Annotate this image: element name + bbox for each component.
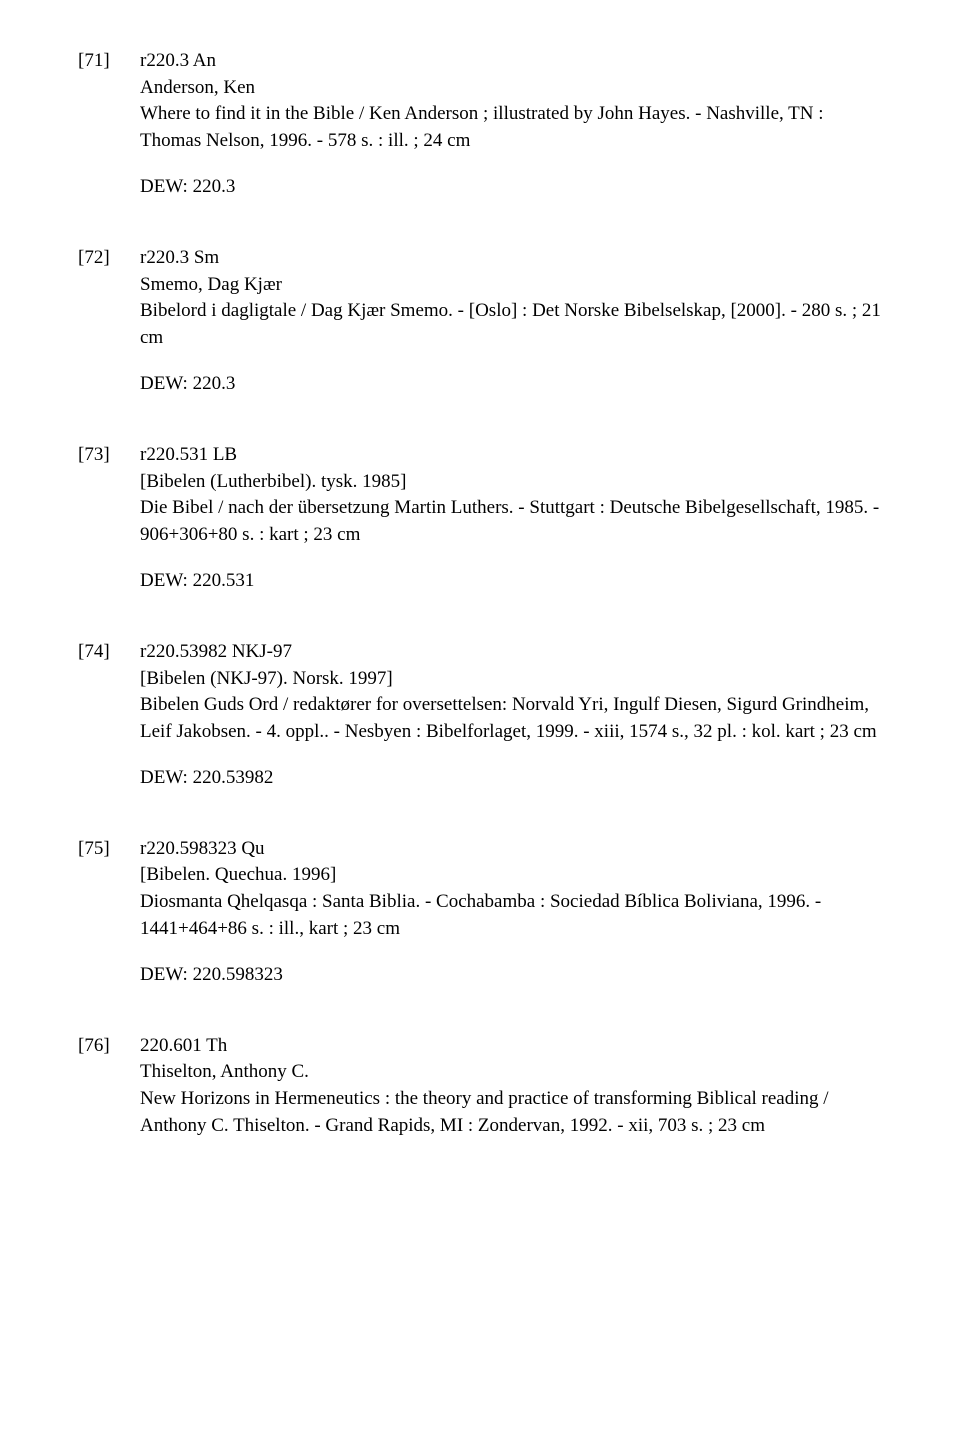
dewey-number: DEW: 220.3: [78, 174, 882, 201]
author: [Bibelen (NKJ-97). Norsk. 1997]: [78, 666, 882, 693]
bibliography-entry: [71]r220.3 AnAnderson, KenWhere to find …: [78, 48, 882, 201]
entry-number: [74]: [78, 639, 140, 666]
call-number: r220.598323 Qu: [140, 836, 882, 863]
title-description: Where to find it in the Bible / Ken Ande…: [78, 101, 882, 154]
title-description: Die Bibel / nach der übersetzung Martin …: [78, 495, 882, 548]
author: Anderson, Ken: [78, 75, 882, 102]
bibliography-entry: [73]r220.531 LB[Bibelen (Lutherbibel). t…: [78, 442, 882, 595]
author: [Bibelen (Lutherbibel). tysk. 1985]: [78, 469, 882, 496]
bibliography-entry: [74]r220.53982 NKJ-97[Bibelen (NKJ-97). …: [78, 639, 882, 792]
call-number: r220.53982 NKJ-97: [140, 639, 882, 666]
entry-number: [72]: [78, 245, 140, 272]
entry-number: [76]: [78, 1033, 140, 1060]
title-description: Diosmanta Qhelqasqa : Santa Biblia. - Co…: [78, 889, 882, 942]
bibliography-entry: [75]r220.598323 Qu[Bibelen. Quechua. 199…: [78, 836, 882, 989]
call-number: 220.601 Th: [140, 1033, 882, 1060]
dewey-number: DEW: 220.598323: [78, 962, 882, 989]
title-description: Bibelen Guds Ord / redaktører for overse…: [78, 692, 882, 745]
call-number: r220.3 An: [140, 48, 882, 75]
entry-number: [71]: [78, 48, 140, 75]
call-number: r220.531 LB: [140, 442, 882, 469]
title-description: New Horizons in Hermeneutics : the theor…: [78, 1086, 882, 1139]
call-number: r220.3 Sm: [140, 245, 882, 272]
entry-number: [75]: [78, 836, 140, 863]
author: Smemo, Dag Kjær: [78, 272, 882, 299]
dewey-number: DEW: 220.3: [78, 371, 882, 398]
author: Thiselton, Anthony C.: [78, 1059, 882, 1086]
bibliography-entry: [72]r220.3 SmSmemo, Dag KjærBibelord i d…: [78, 245, 882, 398]
entry-number: [73]: [78, 442, 140, 469]
dewey-number: DEW: 220.531: [78, 568, 882, 595]
author: [Bibelen. Quechua. 1996]: [78, 862, 882, 889]
bibliography-entry: [76]220.601 ThThiselton, Anthony C.New H…: [78, 1033, 882, 1139]
dewey-number: DEW: 220.53982: [78, 765, 882, 792]
title-description: Bibelord i dagligtale / Dag Kjær Smemo. …: [78, 298, 882, 351]
